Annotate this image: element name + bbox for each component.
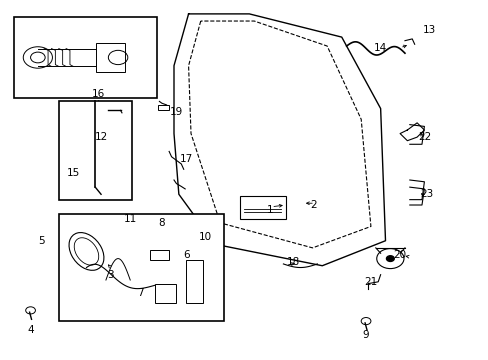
Text: 15: 15 xyxy=(66,168,80,178)
Bar xyxy=(149,249,169,260)
Bar xyxy=(158,105,169,111)
Text: 17: 17 xyxy=(179,154,192,163)
Text: 20: 20 xyxy=(393,250,406,260)
Text: 3: 3 xyxy=(107,270,114,280)
Text: 19: 19 xyxy=(169,107,183,117)
Text: 5: 5 xyxy=(38,236,44,246)
Text: 14: 14 xyxy=(373,43,386,53)
Bar xyxy=(186,260,203,303)
Text: 16: 16 xyxy=(92,89,105,99)
Bar xyxy=(154,284,176,303)
Text: 6: 6 xyxy=(183,250,189,260)
Text: 12: 12 xyxy=(94,132,107,142)
Text: 22: 22 xyxy=(417,132,430,142)
Text: 8: 8 xyxy=(158,218,165,228)
Text: 1: 1 xyxy=(266,205,273,215)
Bar xyxy=(96,43,125,72)
Text: 4: 4 xyxy=(27,325,34,335)
Text: 7: 7 xyxy=(136,288,143,297)
Bar xyxy=(239,196,285,219)
Circle shape xyxy=(386,256,393,261)
Text: 9: 9 xyxy=(362,330,368,341)
Text: 23: 23 xyxy=(419,189,432,199)
Text: 10: 10 xyxy=(199,232,212,242)
Ellipse shape xyxy=(74,238,99,265)
Text: 18: 18 xyxy=(286,257,299,267)
Text: 13: 13 xyxy=(422,25,435,35)
Bar xyxy=(59,102,131,200)
Ellipse shape xyxy=(69,233,104,270)
Text: 2: 2 xyxy=(309,200,316,210)
Bar xyxy=(14,18,157,98)
Bar xyxy=(59,214,224,321)
Text: 11: 11 xyxy=(123,214,137,224)
Text: 21: 21 xyxy=(364,277,377,287)
